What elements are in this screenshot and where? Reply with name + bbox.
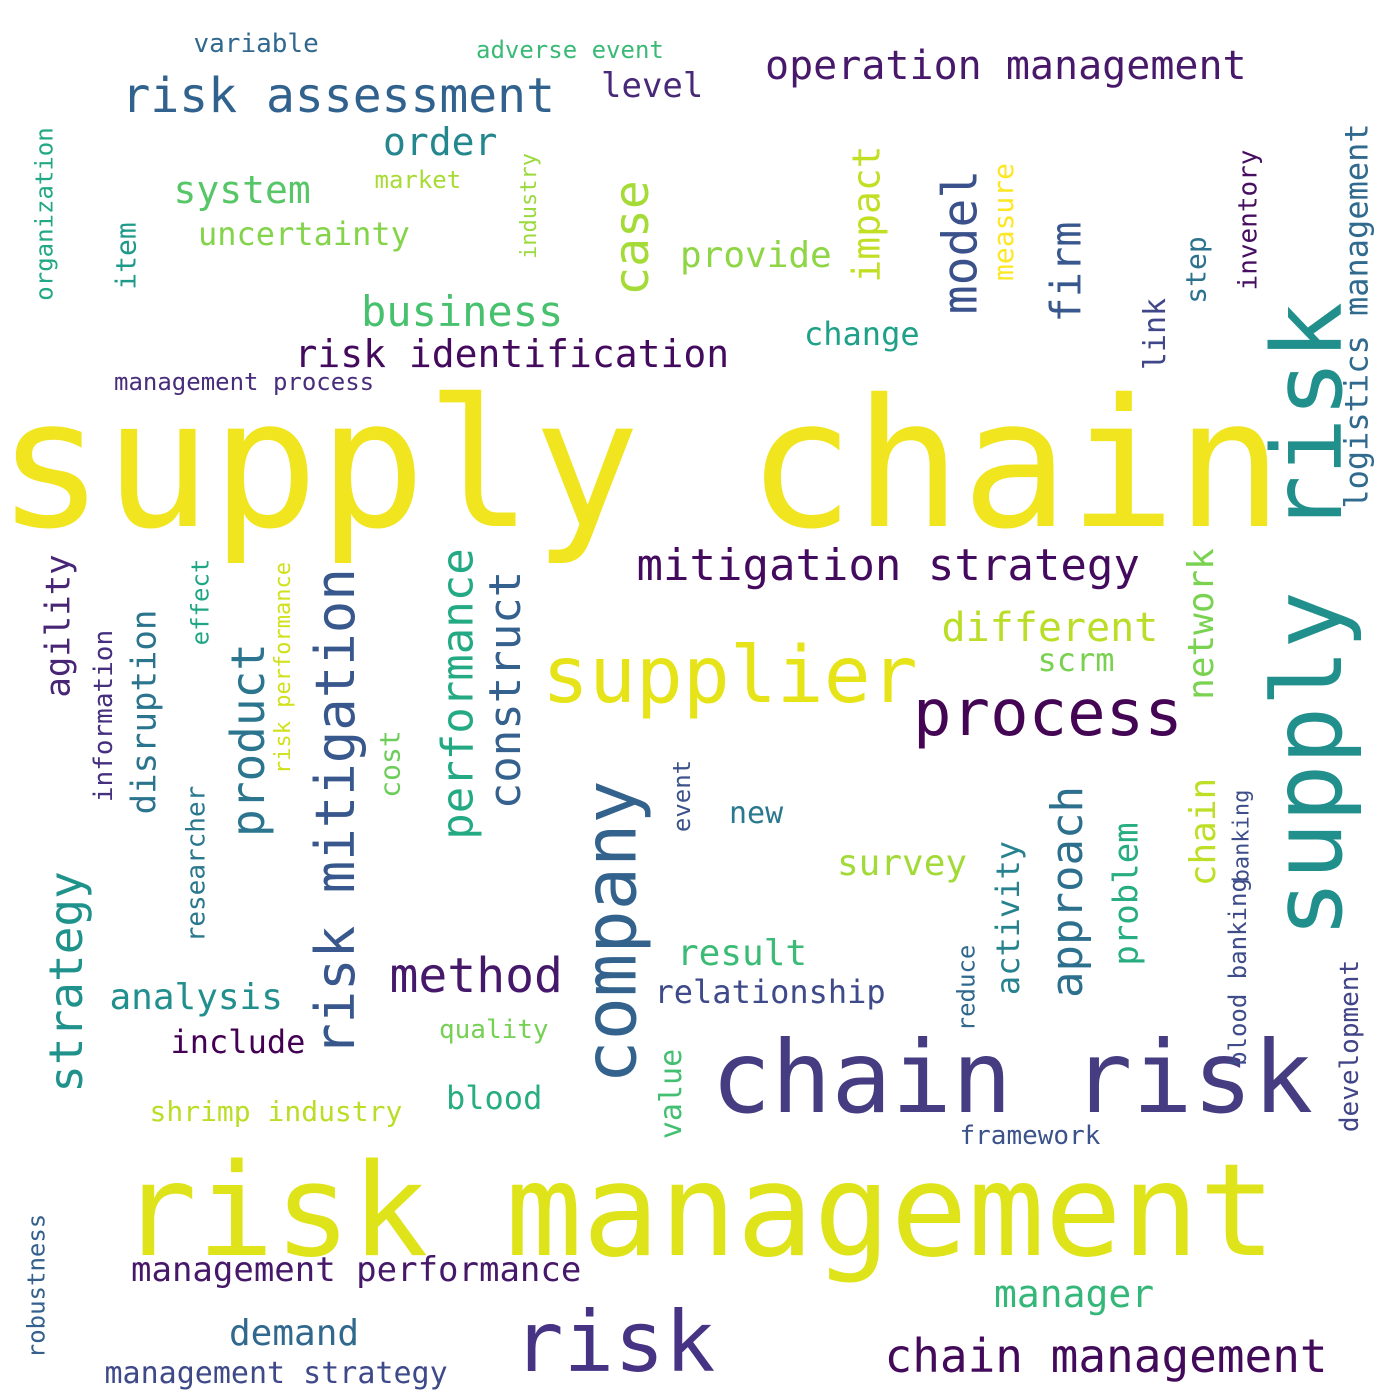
word-model: model (931, 169, 988, 315)
word-chain-management: chain management (884, 1329, 1328, 1383)
word-framework: framework (959, 1121, 1101, 1151)
word-network: network (1180, 548, 1222, 700)
word-product: product (220, 643, 275, 837)
word-risk-management: risk management (120, 1137, 1276, 1286)
word-activity: activity (989, 840, 1028, 996)
word-change: change (804, 315, 920, 353)
word-step: step (1179, 236, 1213, 304)
word-item: item (109, 222, 143, 290)
word-chain: chain (1183, 777, 1225, 887)
word-development: development (1335, 959, 1366, 1133)
word-management-performance: management performance (131, 1250, 582, 1290)
word-adverse-event: adverse event (476, 36, 664, 64)
word-result: result (677, 933, 808, 974)
word-value: value (654, 1048, 690, 1140)
word-event: event (668, 759, 697, 833)
word-survey: survey (837, 843, 968, 884)
word-demand: demand (229, 1313, 360, 1354)
word-link: link (1138, 297, 1174, 371)
word-management-process: management process (114, 368, 375, 396)
word-method: method (389, 948, 563, 1004)
word-information: information (89, 629, 120, 803)
word-analysis: analysis (109, 977, 283, 1018)
word-market: market (374, 166, 462, 194)
word-supply-chain: supply chain (0, 361, 1283, 568)
word-supplier: supplier (542, 631, 918, 721)
word-new: new (729, 796, 784, 831)
word-case: case (603, 180, 660, 296)
word-process: process (913, 677, 1183, 751)
word-disruption: disruption (123, 609, 164, 815)
word-management-strategy: management strategy (104, 1356, 448, 1391)
word-inventory: inventory (1232, 149, 1263, 291)
word-risk-identification: risk identification (294, 332, 730, 376)
word-include: include (170, 1023, 306, 1061)
word-level: level (601, 66, 704, 106)
word-performance: performance (432, 548, 484, 840)
word-banking: banking (1228, 789, 1254, 883)
word-cost: cost (373, 730, 407, 798)
word-quality: quality (439, 1015, 549, 1045)
word-risk-mitigation: risk mitigation (303, 568, 367, 1056)
word-industry: industry (516, 153, 542, 259)
word-order: order (383, 120, 498, 164)
word-risk-performance: risk performance (270, 562, 296, 774)
word-system: system (173, 168, 311, 212)
word-blood-banking: blood banking (1223, 878, 1252, 1066)
word-approach: approach (1041, 786, 1093, 998)
word-shrimp-industry: shrimp industry (149, 1095, 403, 1128)
word-logistics-management: logistics management (1337, 123, 1376, 509)
word-scrm: scrm (1037, 641, 1115, 679)
word-risk-assessment: risk assessment (121, 68, 555, 124)
word-company: company (568, 780, 653, 1084)
word-robustness: robustness (21, 1213, 50, 1359)
word-strategy: strategy (38, 871, 93, 1093)
word-measure: measure (987, 162, 1021, 282)
word-problem: problem (1106, 822, 1147, 966)
word-mitigation-strategy: mitigation strategy (636, 540, 1140, 591)
word-impact: impact (844, 145, 889, 283)
word-blood: blood (446, 1079, 543, 1117)
word-researcher: researcher (180, 785, 211, 943)
word-provide: provide (680, 235, 832, 276)
word-construct: construct (480, 570, 532, 810)
word-business: business (361, 287, 564, 336)
word-uncertainty: uncertainty (198, 215, 410, 253)
word-reduce: reduce (951, 944, 980, 1032)
word-different: different (941, 605, 1159, 651)
word-risk: risk (513, 1293, 716, 1391)
word-firm: firm (1041, 221, 1091, 323)
word-chain-risk: chain risk (711, 1019, 1314, 1136)
word-manager: manager (994, 1272, 1155, 1316)
word-agility: agility (38, 554, 79, 698)
word-effect: effect (185, 558, 214, 646)
word-relationship: relationship (654, 973, 886, 1011)
word-variable: variable (193, 29, 319, 59)
word-operation-management: operation management (765, 43, 1247, 89)
word-organization: organization (30, 127, 59, 301)
